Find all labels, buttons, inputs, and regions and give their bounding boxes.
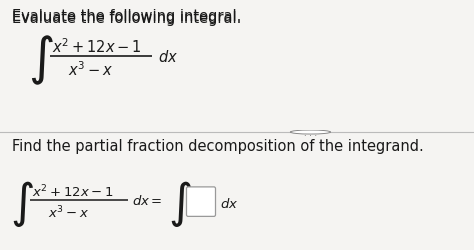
Text: . . .: . . . <box>304 128 317 137</box>
Text: $dx$: $dx$ <box>158 49 178 65</box>
Text: Evaluate the following integral.: Evaluate the following integral. <box>12 9 241 24</box>
Text: $\int$: $\int$ <box>168 178 192 228</box>
Text: Evaluate the following integral.: Evaluate the following integral. <box>12 10 241 26</box>
Text: $x^3-x$: $x^3-x$ <box>48 204 89 221</box>
Text: $\int$: $\int$ <box>28 33 54 86</box>
Text: Find the partial fraction decomposition of the integrand.: Find the partial fraction decomposition … <box>12 138 424 153</box>
Text: $dx=$: $dx=$ <box>132 194 163 207</box>
FancyBboxPatch shape <box>186 187 216 216</box>
Ellipse shape <box>290 130 331 134</box>
Text: $x^3-x$: $x^3-x$ <box>68 60 113 78</box>
Text: $dx$: $dx$ <box>220 196 238 210</box>
Text: $\int$: $\int$ <box>10 178 34 228</box>
Text: $x^2+12x-1$: $x^2+12x-1$ <box>52 37 142 56</box>
Text: $x^2+12x-1$: $x^2+12x-1$ <box>32 183 113 200</box>
